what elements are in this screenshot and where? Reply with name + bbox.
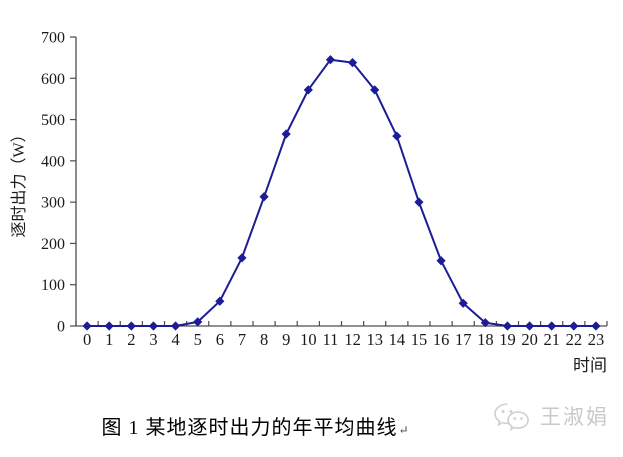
x-tick-label: 18 (477, 330, 494, 349)
x-tick-label: 2 (127, 330, 135, 349)
data-line (87, 58, 596, 327)
x-tick-label: 6 (216, 330, 224, 349)
x-tick-label: 3 (149, 330, 157, 349)
data-point-marker (215, 296, 225, 306)
x-tick-label: 23 (588, 330, 605, 349)
y-tick-label: 0 (57, 319, 65, 336)
data-point-marker (370, 85, 380, 95)
data-point-marker (392, 131, 402, 141)
return-mark-icon: ↵ (398, 423, 409, 437)
x-tick-label: 4 (171, 330, 179, 349)
x-tick-label: 19 (499, 330, 516, 349)
x-tick-label: 0 (83, 330, 91, 349)
y-tick-label: 700 (41, 30, 65, 47)
data-point-marker (281, 129, 291, 139)
x-tick-label: 20 (521, 330, 538, 349)
x-tick-label: 14 (389, 330, 406, 349)
x-tick-label: 7 (238, 330, 246, 349)
y-tick-label: 500 (41, 112, 65, 129)
data-point-marker (237, 253, 247, 263)
x-tick-label: 15 (411, 330, 428, 349)
data-point-marker (591, 321, 601, 331)
x-tick-label: 11 (322, 330, 338, 349)
y-tick-label: 600 (41, 71, 65, 88)
x-axis-title: 时间 (573, 356, 607, 375)
x-tick-label: 9 (282, 330, 290, 349)
x-tick-label: 21 (543, 330, 560, 349)
data-point-marker (170, 321, 181, 331)
caption-text: 图 1 某地逐时出力的年平均曲线 (101, 417, 398, 439)
watermark-name: 王淑娟 (540, 405, 609, 429)
x-tick-label: 5 (194, 330, 202, 349)
data-point-marker (458, 298, 468, 308)
data-point-marker (303, 85, 313, 95)
data-point-marker (325, 55, 336, 65)
wechat-icon (494, 403, 529, 431)
x-tick-label: 13 (366, 330, 383, 349)
y-axis-title: 逐时出力（W） (10, 126, 28, 237)
data-point-marker (414, 197, 424, 207)
data-point-marker (480, 318, 490, 328)
data-point-marker (104, 321, 114, 331)
x-tick-label: 22 (566, 330, 583, 349)
x-tick-label: 8 (260, 330, 268, 349)
data-point-marker (126, 321, 136, 331)
data-point-marker (547, 321, 557, 331)
watermark: 王淑娟 (492, 401, 609, 431)
data-point-marker (436, 256, 446, 266)
x-tick-label: 12 (344, 330, 361, 349)
y-tick-label: 100 (41, 277, 65, 294)
x-tick-label: 17 (455, 330, 472, 349)
data-point-marker (259, 192, 269, 202)
data-point-marker (193, 317, 203, 327)
x-tick-label: 16 (433, 330, 450, 349)
data-point-marker (569, 321, 579, 331)
x-tick-label: 1 (105, 330, 113, 349)
y-tick-label: 400 (41, 153, 65, 170)
data-point-marker (524, 321, 535, 331)
x-tick-label: 10 (300, 330, 317, 349)
y-tick-label: 300 (41, 195, 65, 212)
data-point-marker (502, 321, 513, 331)
data-point-marker (148, 321, 159, 331)
data-point-marker (82, 321, 92, 331)
figure-caption: 图 1 某地逐时出力的年平均曲线↵ (0, 411, 510, 440)
data-point-marker (347, 57, 358, 68)
y-tick-label: 200 (41, 236, 65, 253)
